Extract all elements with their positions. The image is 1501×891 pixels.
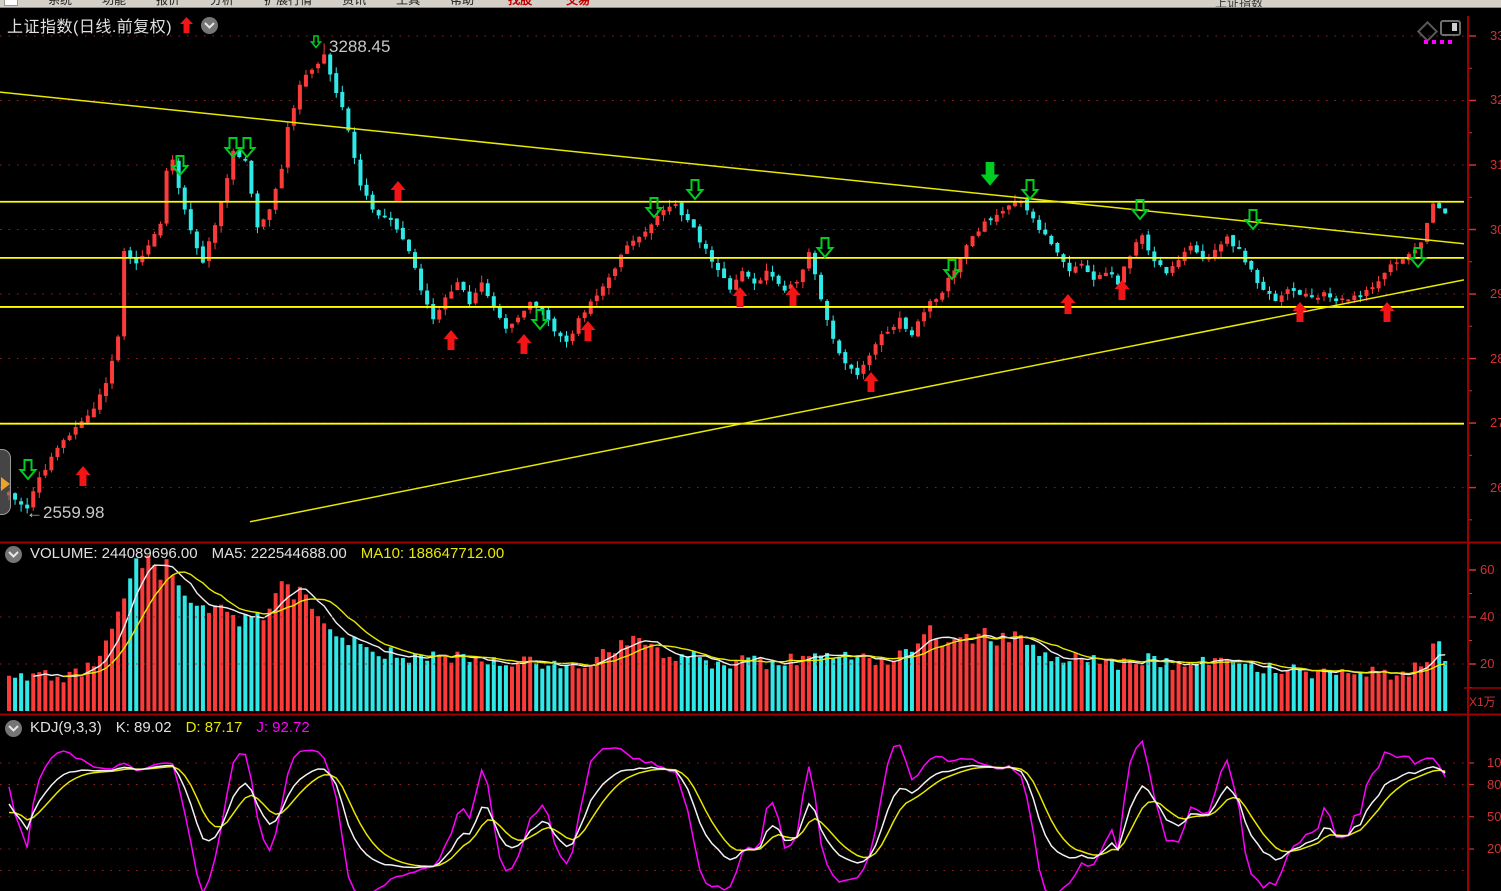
chart-header: 上证指数(日线.前复权) (7, 13, 219, 37)
header-segment: J: 92.72 (256, 719, 310, 736)
menu-item-资讯[interactable]: 资讯 (342, 0, 367, 7)
menu-item-功能[interactable]: 功能 (102, 0, 127, 7)
header-segment: MA10: 188647712.00 (360, 545, 505, 562)
menu-hot-item-找股[interactable]: 找股 (508, 0, 533, 7)
volume-unit-label: X1万 (1469, 695, 1496, 709)
menu-hot-item-交易[interactable]: 交易 (566, 0, 591, 7)
price-axis-label: 3200 (1490, 92, 1501, 108)
kdj-header-text: KDJ(9,3,3) K: 89.02 D: 87.17 J: 92.72 (30, 719, 324, 737)
kdj-axis-label: 20 (1487, 841, 1501, 856)
left-orange-arrow-icon (1, 477, 10, 491)
menu-row: 系统 功能 报价 分析 扩展行情 资讯 工具 帮助 找股 交易 (0, 0, 1501, 6)
volume-axis-label: 20 (1480, 656, 1495, 671)
magenta-dot-icon (1432, 40, 1436, 44)
window-title-text: 上证指数 (1214, 0, 1263, 8)
price-axis-label: 2700 (1490, 415, 1501, 431)
menu-item-扩展行情[interactable]: 扩展行情 (264, 0, 313, 7)
chevron-down-icon (8, 724, 19, 732)
volume-axis-label: 60 (1480, 562, 1495, 577)
price-axis-label: 2800 (1490, 350, 1501, 366)
price-axis-label: 2600 (1490, 479, 1501, 495)
collapse-main-chart-button[interactable] (201, 16, 219, 34)
kdj-axis-label: 80 (1487, 776, 1501, 792)
menu-bar: 系统 功能 报价 分析 扩展行情 资讯 工具 帮助 找股 交易 上证指数 (0, 0, 1501, 8)
price-axis-label: 3300 (1490, 27, 1501, 43)
header-segment: K: 89.02 (115, 719, 172, 736)
menu-item-工具[interactable]: 工具 (396, 0, 421, 7)
trend-up-icon (180, 17, 194, 33)
chart-title: 上证指数(日线.前复权) (7, 19, 173, 36)
header-segment: MA5: 222544688.00 (211, 545, 347, 562)
volume-header-text: VOLUME: 244089696.00 MA5: 222544688.00 MA1… (30, 545, 518, 563)
menu-item-系统[interactable]: 系统 (48, 0, 73, 7)
price-axis-label: 2900 (1490, 286, 1501, 302)
chevron-down-icon (204, 21, 215, 29)
price-axis-label: 3100 (1490, 157, 1501, 172)
magenta-dot-icon (1448, 40, 1452, 44)
menu-item-帮助[interactable]: 帮助 (450, 0, 475, 7)
volume-header: VOLUME: 244089696.00 MA5: 222544688.00 MA1… (5, 545, 518, 563)
magenta-dot-icon (1424, 40, 1428, 44)
header-segment: VOLUME: 244089696.00 (30, 545, 198, 562)
magenta-dot-icon (1440, 40, 1444, 44)
collapse-kdj-button[interactable] (5, 719, 22, 737)
panel-toggle-icon[interactable] (1440, 20, 1461, 36)
chevron-down-icon (8, 550, 19, 558)
menu-item-分析[interactable]: 分析 (210, 0, 235, 7)
panel-toggle-fill (1452, 23, 1457, 31)
collapse-volume-button[interactable] (5, 545, 22, 563)
kdj-axis-label: 50 (1487, 808, 1501, 824)
header-segment: KDJ(9,3,3) (30, 719, 102, 736)
low-price-label: ←2559.98 (26, 503, 105, 522)
high-price-label: 3288.45 (329, 37, 391, 56)
price-axis-label: 3000 (1490, 221, 1501, 237)
kdj-header: KDJ(9,3,3) K: 89.02 D: 87.17 J: 92.72 (5, 719, 324, 737)
volume-axis-label: 40 (1480, 609, 1495, 624)
header-segment: D: 87.17 (185, 719, 243, 736)
kdj-axis-label: 100 (1487, 755, 1501, 770)
app-logo-icon (4, 0, 18, 6)
menu-item-报价[interactable]: 报价 (156, 0, 181, 7)
